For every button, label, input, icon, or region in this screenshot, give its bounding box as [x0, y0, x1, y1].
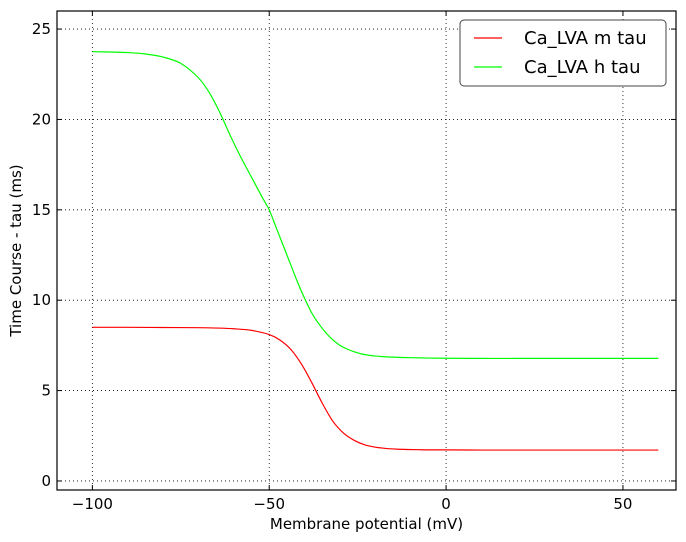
plot-area-frame: [56, 10, 677, 491]
legend: Ca_LVA m tau Ca_LVA h tau: [459, 19, 667, 87]
y-tick-label: 20: [32, 110, 51, 128]
y-tick-label: 5: [41, 382, 51, 400]
axis-ticks: [57, 11, 676, 490]
legend-label-0: Ca_LVA m tau: [524, 28, 647, 49]
x-axis-label: Membrane potential (mV): [270, 515, 463, 533]
legend-label-1: Ca_LVA h tau: [524, 57, 640, 78]
y-tick-label: 25: [32, 20, 51, 38]
y-tick-label: 10: [32, 291, 51, 309]
x-tick-label: −50: [253, 495, 285, 513]
x-tick-label: 50: [613, 495, 632, 513]
series-line-1: [92, 51, 659, 360]
y-axis-label: Time Course - tau (ms): [7, 164, 25, 337]
axis-tick-labels: −100 −50 0 50 0 5 10 15 20 25: [32, 20, 633, 513]
x-tick-label: 0: [441, 495, 451, 513]
series-lines: [92, 51, 659, 451]
legend-box: [459, 19, 667, 87]
x-tick-label: −100: [72, 495, 113, 513]
series-line-0: [92, 326, 659, 451]
y-tick-label: 0: [41, 472, 51, 490]
y-tick-label: 15: [32, 201, 51, 219]
